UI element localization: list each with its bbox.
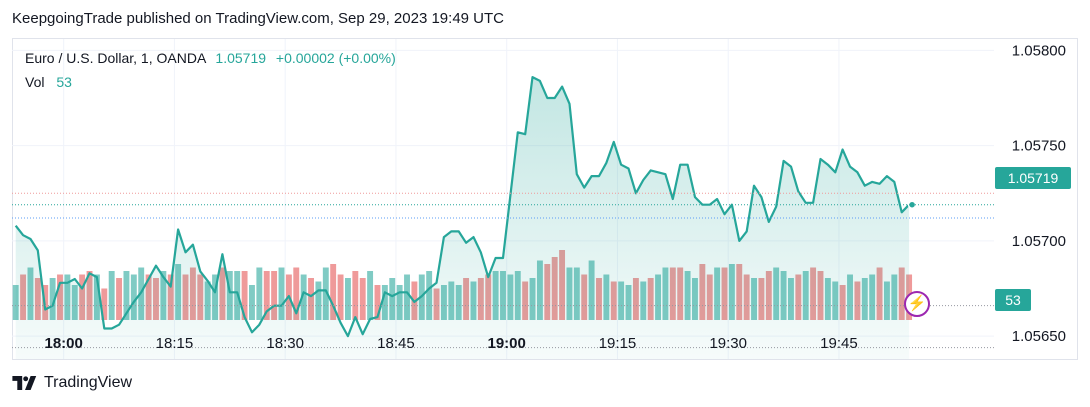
y-tick-label: 1.05750 [1012,138,1066,155]
volume-bar [241,271,248,320]
volume-bar [344,278,351,320]
last-volume-tag: 53 [995,289,1031,311]
volume-bar [271,271,278,320]
y-tick-label: 1.05700 [1012,233,1066,250]
publish-caption: KeepgoingTrade published on TradingView.… [12,10,504,27]
last-price-tag: 1.05719 [995,167,1071,189]
volume-bar [374,285,381,320]
price-area [15,77,910,359]
x-tick-label: 18:45 [377,335,415,352]
symbol-name[interactable]: Euro / U.S. Dollar, 1, OANDA [25,50,206,66]
tradingview-logo[interactable]: TradingView [12,374,132,392]
volume-bar [49,278,56,320]
volume-bar [293,267,300,320]
x-tick-label: 19:45 [820,335,858,352]
volume-bar [108,271,115,320]
volume-bar [367,271,374,320]
volume-bar [249,285,255,320]
volume-bar [256,267,263,320]
volume-bar [330,264,337,320]
legend-price: 1.05719 [215,50,267,66]
volume-label: Vol [25,74,45,90]
y-tick-label: 1.05650 [1012,328,1066,345]
volume-value: 53 [56,74,72,90]
volume-bar [263,271,270,320]
tradingview-logo-icon [12,376,37,390]
chart-frame[interactable] [12,38,1078,360]
volume-bar [101,288,108,320]
legend-change: +0.00002 (+0.00%) [275,50,396,66]
price-axis: 1.05650 1.05700 1.05750 1.05800 [1012,42,1066,345]
x-tick-label: 18:15 [156,335,194,352]
volume-bar [352,271,359,320]
volume-bar [12,285,19,320]
x-tick-label: 18:30 [266,335,304,352]
volume-bar [130,274,137,320]
price-line [14,76,910,338]
x-tick-label: 19:30 [709,335,747,352]
time-axis: 18:00 18:15 18:30 18:45 19:00 19:15 19:30 19:45 [44,335,857,352]
volume-bar [278,267,285,320]
volume-bar [337,274,344,320]
x-tick-label: 19:15 [599,335,637,352]
volume-bar [359,278,366,320]
chart-legend: Euro / U.S. Dollar, 1, OANDA 1.05719 +0.… [25,46,396,94]
y-tick-label: 1.05800 [1012,42,1066,59]
x-tick-label: 19:00 [488,335,526,352]
brand-name: TradingView [44,374,133,391]
volume-bar [123,271,130,320]
volume-bar [116,278,123,320]
x-tick-label: 18:00 [44,335,82,352]
lightning-icon[interactable]: ⚡ [904,291,930,317]
